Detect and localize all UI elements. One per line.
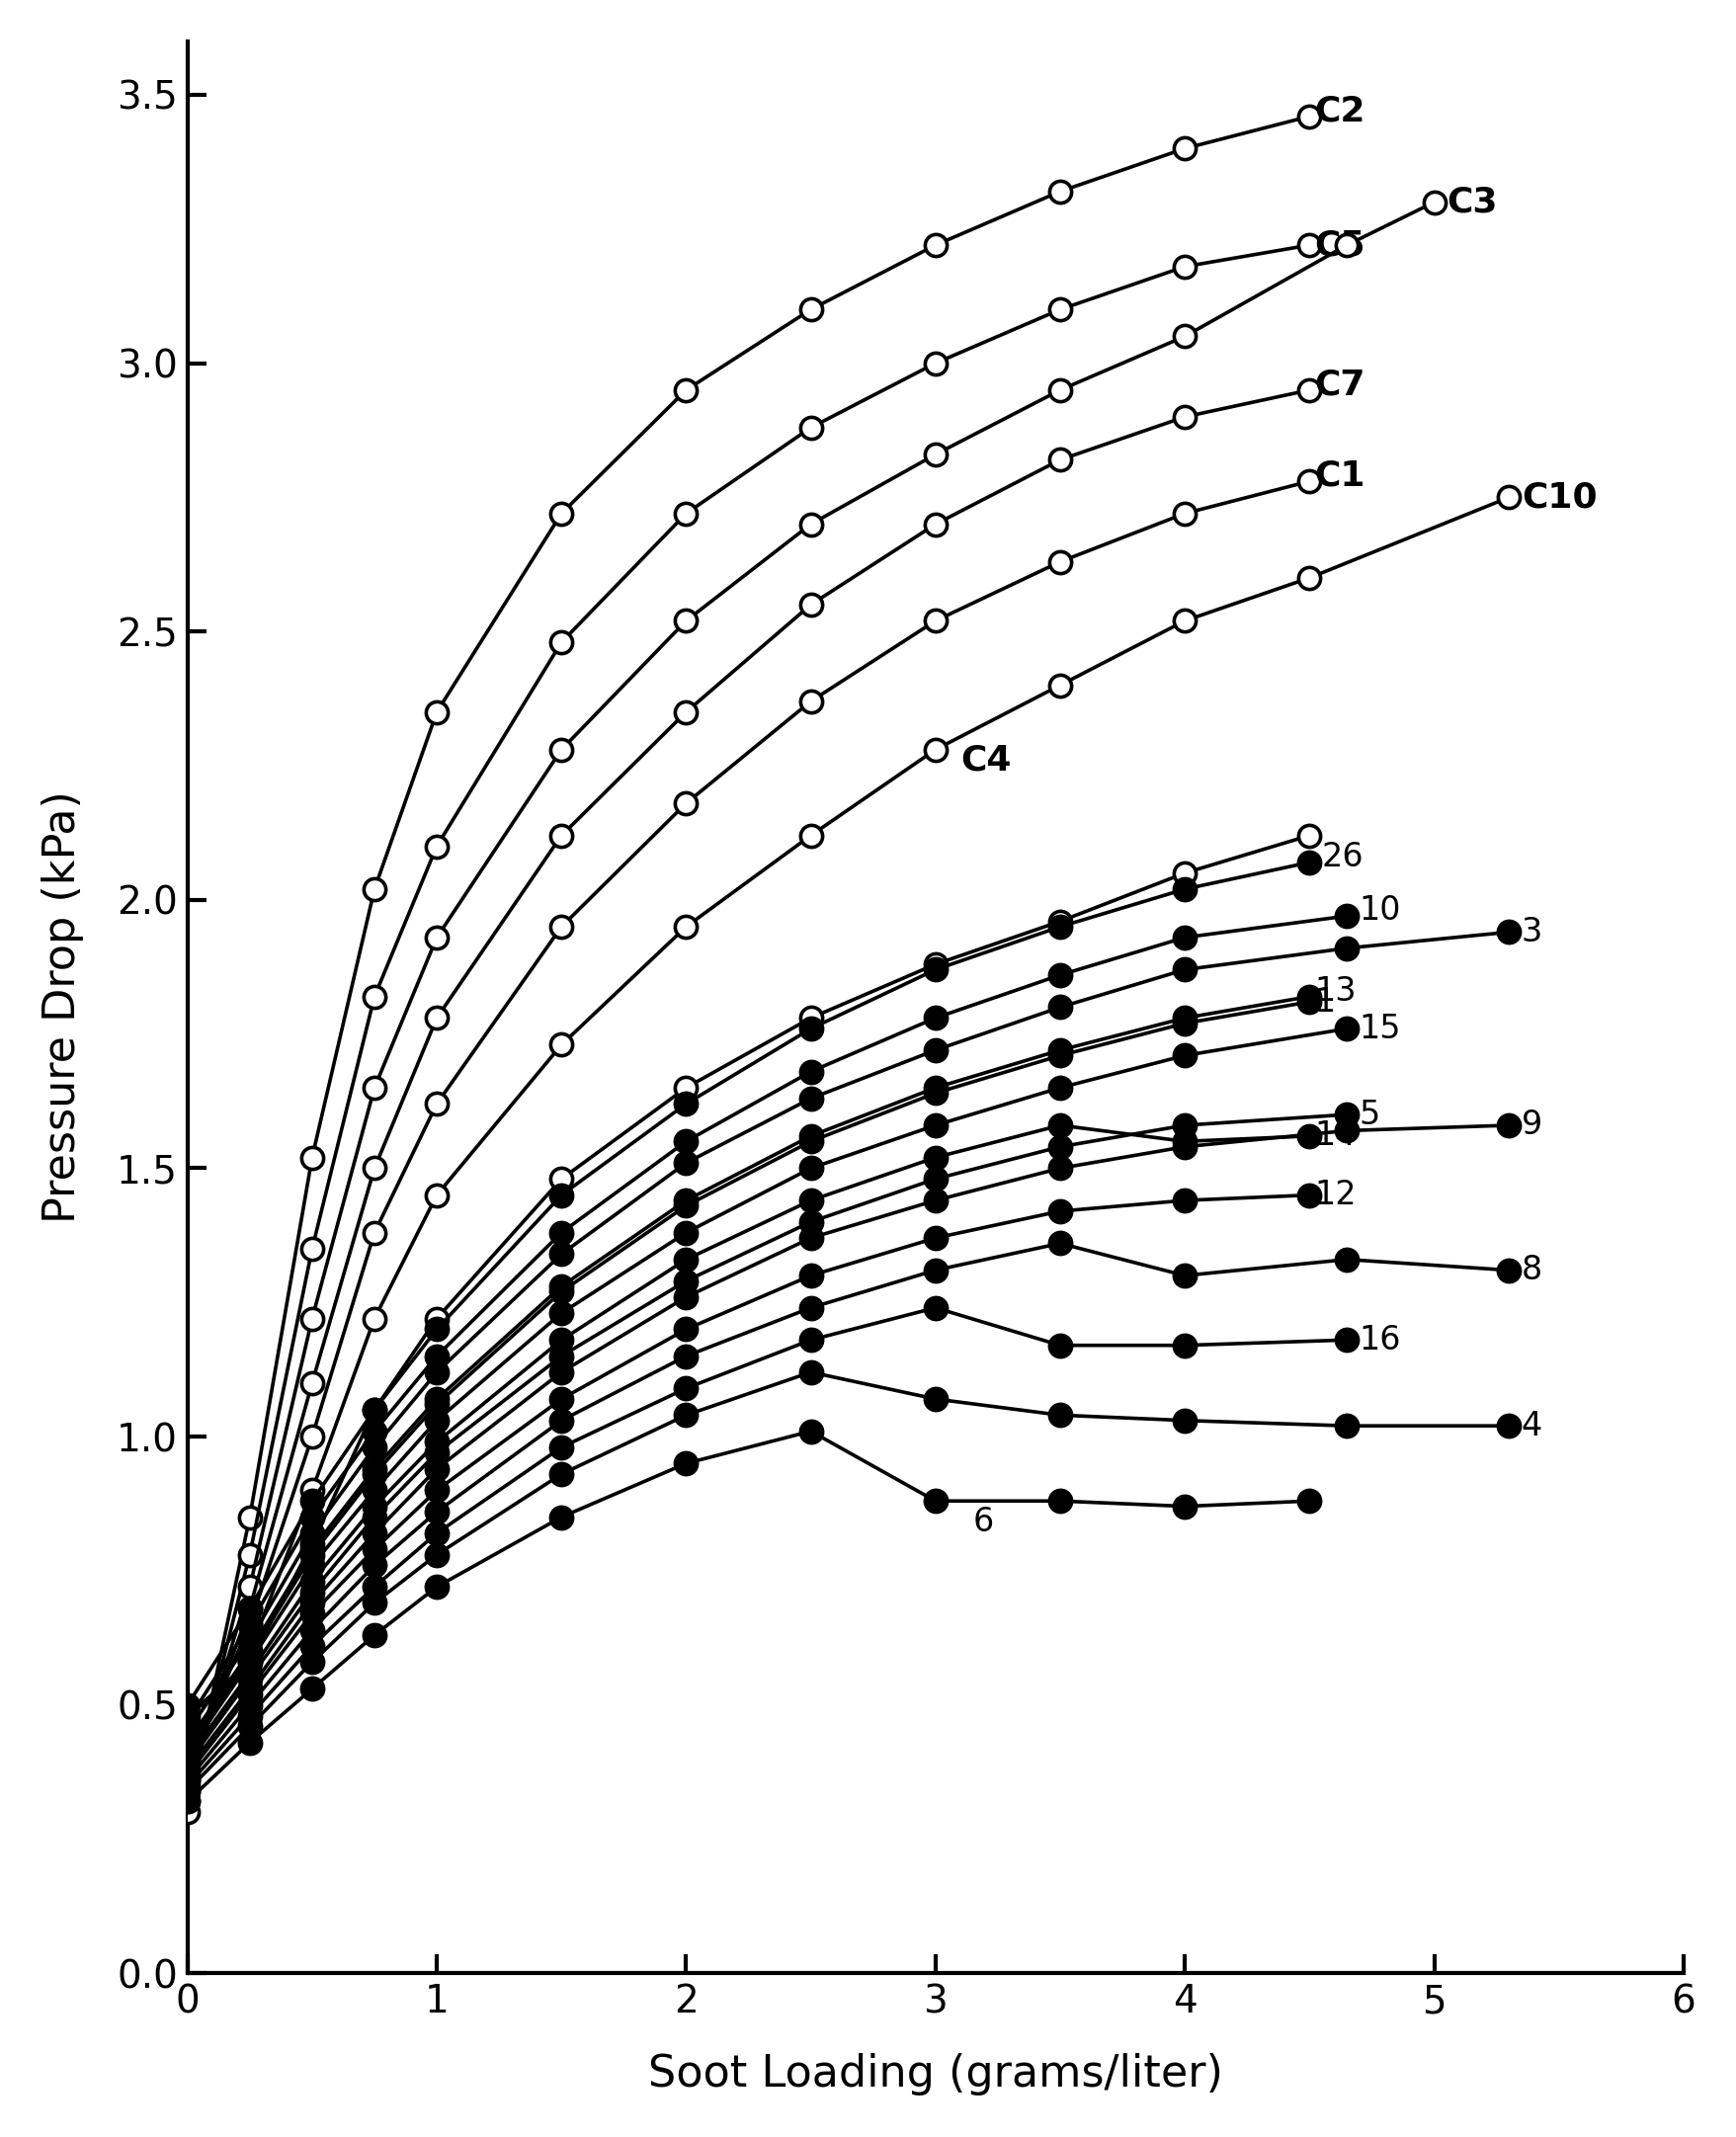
Text: C7: C7 <box>1314 368 1364 402</box>
X-axis label: Soot Loading (grams/liter): Soot Loading (grams/liter) <box>648 2054 1222 2096</box>
Text: 8: 8 <box>1521 1254 1542 1286</box>
Text: C4: C4 <box>960 744 1010 778</box>
Text: 12: 12 <box>1314 1180 1356 1212</box>
Text: 1: 1 <box>1314 985 1335 1017</box>
Text: C10: C10 <box>1521 481 1597 515</box>
Text: 16: 16 <box>1359 1323 1401 1357</box>
Text: 26: 26 <box>1321 840 1363 874</box>
Text: 3: 3 <box>1521 917 1542 949</box>
Text: 13: 13 <box>1314 974 1356 1007</box>
Text: C2: C2 <box>1314 94 1364 128</box>
Text: 4: 4 <box>1521 1410 1542 1442</box>
Text: 6: 6 <box>972 1507 993 1539</box>
Text: C3: C3 <box>1446 186 1496 218</box>
Text: C5: C5 <box>1314 229 1364 263</box>
Text: 14: 14 <box>1314 1120 1356 1152</box>
Text: 5: 5 <box>1359 1098 1380 1130</box>
Text: 15: 15 <box>1359 1013 1401 1045</box>
Text: C1: C1 <box>1314 459 1364 494</box>
Text: 9: 9 <box>1521 1109 1542 1141</box>
Y-axis label: Pressure Drop (kPa): Pressure Drop (kPa) <box>42 791 83 1225</box>
Text: 10: 10 <box>1359 893 1401 927</box>
